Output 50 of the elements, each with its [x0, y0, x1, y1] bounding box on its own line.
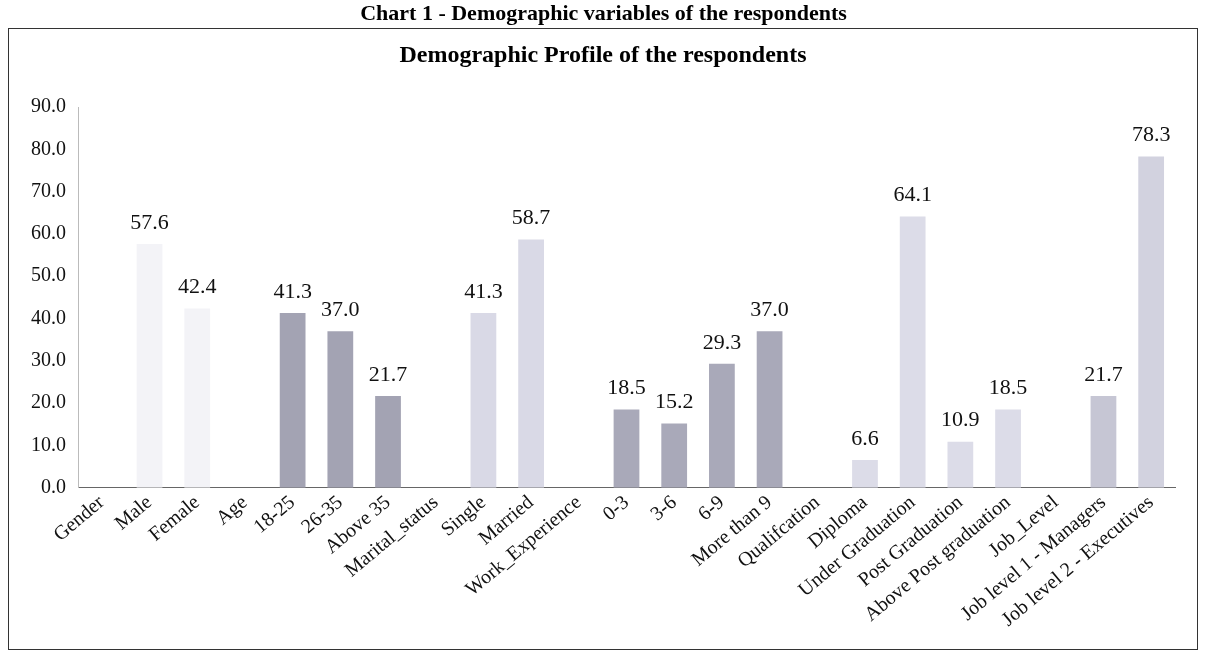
bar: [1138, 156, 1165, 488]
bar: [136, 244, 163, 488]
data-label: 29.3: [702, 328, 742, 354]
y-tick-label: 40.0: [31, 305, 66, 328]
bar: [756, 331, 783, 488]
data-label: 18.5: [607, 374, 646, 400]
y-tick-label: 80.0: [31, 136, 66, 159]
y-tick-label: 10.0: [31, 432, 66, 455]
bar: [470, 313, 497, 488]
bar: [279, 313, 306, 488]
bar: [327, 331, 354, 488]
x-tick-label: 0-3: [597, 490, 633, 525]
bar: [184, 308, 211, 488]
data-label: 58.7: [511, 204, 551, 230]
data-label: 37.0: [750, 296, 789, 322]
bar: [995, 409, 1021, 488]
chart-subtitle: Demographic Profile of the respondents: [398, 41, 808, 68]
y-tick-label: 90.0: [31, 94, 66, 117]
bar: [661, 423, 688, 488]
data-label: 15.2: [654, 388, 694, 414]
data-label: 57.6: [130, 208, 169, 234]
data-label: 42.4: [177, 273, 217, 299]
x-tick-label: 3-6: [645, 490, 681, 525]
y-tick-label: 20.0: [31, 390, 66, 413]
bar: [852, 459, 878, 488]
data-label: 78.3: [1131, 121, 1171, 147]
bar: [518, 239, 544, 488]
bar: [947, 441, 974, 488]
y-tick-label: 70.0: [31, 178, 66, 201]
y-tick-label: 50.0: [31, 263, 66, 286]
data-label: 41.3: [464, 277, 503, 303]
x-tick-label: 6-9: [693, 490, 728, 525]
bar: [709, 363, 735, 488]
bar: [613, 409, 640, 488]
chart-title: Chart 1 - Demographic variables of the respondents: [359, 0, 848, 26]
y-tick-label: 60.0: [31, 221, 66, 244]
bar: [1090, 395, 1117, 488]
bar: [375, 395, 401, 488]
y-tick-label: 30.0: [31, 348, 66, 371]
x-tick-label: Age: [211, 490, 252, 530]
data-label: 64.1: [893, 181, 932, 207]
y-tick-label: 0.0: [41, 475, 66, 498]
data-label: 10.9: [941, 406, 980, 432]
data-label: 21.7: [368, 360, 408, 386]
bar: [899, 216, 926, 488]
data-label: 41.3: [273, 277, 312, 303]
data-label: 6.6: [851, 424, 879, 450]
data-label: 18.5: [988, 374, 1028, 400]
data-label: 37.0: [321, 296, 360, 322]
data-label: 21.7: [1084, 360, 1123, 386]
